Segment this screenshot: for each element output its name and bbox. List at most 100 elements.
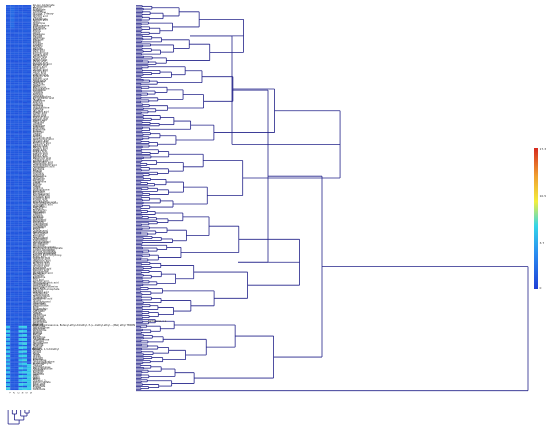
heatmap-cell	[6, 362, 11, 365]
heatmap-cell	[27, 336, 32, 339]
heatmap-cell	[10, 58, 15, 60]
heatmap-cell	[10, 224, 15, 227]
heatmap-cell	[27, 376, 32, 378]
heatmap-cell	[18, 265, 23, 268]
heatmap-cell	[6, 22, 11, 25]
heatmap-cell	[27, 347, 32, 350]
heatmap-cell	[18, 97, 23, 100]
row-label: Xylitol	[33, 134, 41, 137]
heatmap-cell	[14, 339, 19, 341]
heatmap-cell	[27, 85, 32, 87]
heatmap-cell	[10, 252, 15, 254]
color-scale: 17.310.53.70	[534, 147, 546, 290]
row-label: Threonine	[33, 33, 46, 36]
heatmap-cell	[14, 125, 19, 127]
heatmap-cell	[10, 88, 15, 90]
heatmap-cell	[27, 112, 32, 115]
heatmap-cell	[6, 245, 11, 247]
heatmap-cell	[10, 305, 15, 307]
heatmap-cell	[6, 282, 11, 284]
heatmap-cell	[10, 346, 15, 348]
heatmap-cell	[6, 177, 11, 179]
row-label: Quercetin	[33, 205, 45, 208]
heatmap-cell	[6, 344, 11, 347]
heatmap-cell	[18, 359, 23, 362]
heatmap-cell	[6, 239, 11, 242]
heatmap-cell	[6, 228, 11, 231]
heatmap-cell	[27, 29, 32, 31]
heatmap-cell	[27, 106, 32, 108]
heatmap-cell	[10, 75, 15, 78]
row-label: Rutin	[33, 306, 40, 309]
heatmap-cell	[6, 303, 11, 306]
row-label: Idose	[33, 352, 40, 355]
heatmap-cell	[18, 179, 23, 182]
row-label: Sedoheptulose	[33, 366, 51, 369]
heatmap-cell	[27, 290, 32, 292]
heatmap-cell	[27, 384, 32, 386]
heatmap-cell	[22, 323, 28, 325]
heatmap-cell	[6, 28, 11, 30]
row-label: Phosphate	[33, 385, 46, 388]
heatmap-cell	[27, 95, 32, 97]
heatmap-cell	[10, 332, 15, 335]
heatmap-cell	[10, 250, 15, 253]
heatmap-cell	[22, 283, 28, 285]
heatmap-cell	[22, 40, 28, 42]
heatmap-cell	[10, 372, 15, 374]
heatmap-cell	[10, 213, 15, 216]
heatmap-cell	[22, 162, 28, 164]
heatmap-cell	[6, 369, 11, 371]
heatmap-cell	[18, 256, 23, 258]
heatmap-cell	[22, 146, 28, 149]
heatmap-cell	[18, 182, 23, 184]
heatmap-cell	[18, 216, 23, 219]
row-label: Gluconic acid	[33, 139, 50, 142]
heatmap-cell	[27, 130, 32, 133]
heatmap-cell	[14, 56, 19, 59]
heatmap-cell	[22, 52, 28, 55]
heatmap-cell	[14, 96, 19, 98]
heatmap-cell	[18, 279, 23, 281]
heatmap-cell	[27, 175, 32, 178]
row-label: Umbelliferose	[33, 339, 50, 342]
heatmap-cell	[10, 160, 15, 163]
heatmap-cell	[14, 299, 19, 302]
heatmap-cell	[22, 82, 28, 85]
heatmap-cell	[22, 47, 28, 49]
heatmap-cell	[6, 20, 11, 22]
heatmap-cell	[18, 50, 23, 52]
heatmap-cell	[27, 119, 32, 122]
heatmap-cells	[6, 5, 32, 391]
heatmap-cell	[14, 52, 19, 55]
heatmap-cell	[14, 133, 19, 135]
heatmap-cell	[27, 157, 32, 160]
heatmap-cell	[6, 279, 11, 281]
heatmap-cell	[10, 17, 15, 19]
heatmap-cell	[27, 243, 32, 246]
heatmap-cell	[22, 75, 28, 78]
heatmap-cell	[27, 228, 32, 231]
heatmap-cell	[6, 185, 11, 187]
heatmap-cell	[22, 86, 28, 89]
heatmap-cell	[22, 357, 28, 359]
heatmap-cell	[27, 60, 32, 63]
row-label: Orientin	[33, 313, 43, 316]
heatmap-cell	[10, 163, 15, 165]
heatmap-cell	[14, 50, 19, 52]
heatmap-cell	[18, 224, 23, 227]
row-label: Indole	[33, 182, 41, 185]
heatmap-cell	[14, 67, 19, 70]
heatmap-cell	[22, 364, 28, 366]
row-label: Ribonic acid	[33, 145, 48, 148]
heatmap-cell	[22, 246, 28, 249]
heatmap-cell	[27, 47, 32, 49]
row-label: Citraconic acid	[33, 158, 51, 161]
row-label: Maltose	[33, 36, 43, 39]
heatmap-cell	[10, 177, 15, 179]
heatmap-cell	[18, 69, 23, 71]
row-label: Glutamine	[33, 81, 46, 84]
heatmap-cell	[22, 160, 28, 163]
heatmap-cell	[14, 374, 19, 377]
heatmap-cell	[27, 226, 32, 228]
